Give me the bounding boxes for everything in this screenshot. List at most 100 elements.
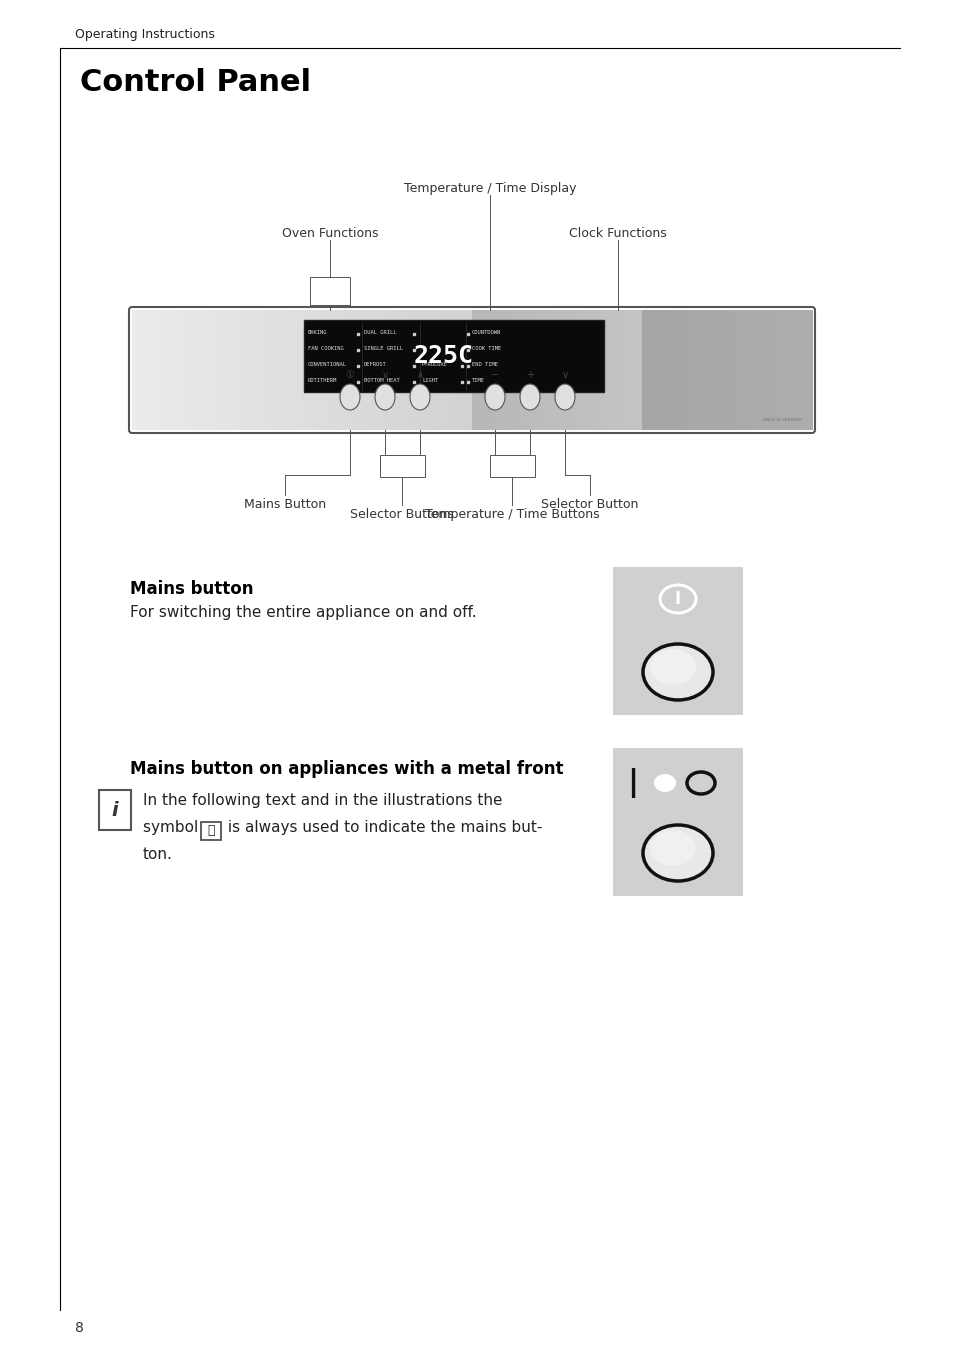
Bar [132,310,144,430]
Bar [381,310,394,430]
Bar [302,310,314,430]
Bar [291,310,303,430]
Text: Mains button on appliances with a metal front: Mains button on appliances with a metal … [130,760,563,777]
Bar [415,310,427,430]
Bar [618,310,631,430]
Bar [460,310,473,430]
Bar [495,310,506,430]
Bar [562,310,575,430]
Ellipse shape [555,384,575,410]
Bar [233,310,246,430]
Ellipse shape [649,830,696,867]
Text: Operating Instructions: Operating Instructions [75,28,214,41]
Bar [676,310,688,430]
Text: Control Panel: Control Panel [80,68,311,97]
Bar [143,310,155,430]
Text: COUNTDOWN: COUNTDOWN [472,330,500,335]
Text: For switching the entire appliance on and off.: For switching the entire appliance on an… [130,604,476,621]
Bar [585,310,597,430]
Text: Mains button: Mains button [130,580,253,598]
Text: |: | [627,768,638,798]
Text: MADE IN GERMANY: MADE IN GERMANY [761,418,801,422]
Bar [313,310,325,430]
Text: 8: 8 [75,1321,84,1334]
Text: Mains Button: Mains Button [244,498,326,511]
Ellipse shape [375,384,395,410]
Text: In the following text and in the illustrations the: In the following text and in the illustr… [143,794,502,808]
Text: I: I [674,589,680,608]
Ellipse shape [642,825,712,882]
Bar [166,310,178,430]
Bar [517,310,529,430]
Text: BAKING: BAKING [308,330,327,335]
Bar [358,310,371,430]
Bar [613,748,742,896]
Bar [505,310,517,430]
Text: CONVENTIONAL: CONVENTIONAL [308,362,347,366]
Bar [177,310,190,430]
Text: ∧: ∧ [416,370,423,380]
Bar [596,310,608,430]
Bar [212,310,223,430]
Bar [551,310,563,430]
Bar [613,566,742,715]
Ellipse shape [339,384,359,410]
Text: +: + [525,370,534,380]
Bar [539,310,552,430]
Bar [528,310,540,430]
Text: Clock Functions: Clock Functions [569,227,666,241]
Bar [256,310,269,430]
Bar [189,310,201,430]
Text: Selector Button: Selector Button [540,498,638,511]
Text: Temperature / Time Buttons: Temperature / Time Buttons [424,508,598,521]
Bar [698,310,710,430]
Bar [755,310,767,430]
Text: PYROLUXE: PYROLUXE [421,362,448,366]
Bar [379,456,424,477]
Bar [200,310,213,430]
Text: DUAL GRILL: DUAL GRILL [364,330,396,335]
Bar [222,310,234,430]
Text: ROTITHERM: ROTITHERM [308,379,337,383]
Bar [800,310,812,430]
Ellipse shape [642,644,712,700]
Text: −: − [491,370,498,380]
Bar [449,310,461,430]
Text: Oven Functions: Oven Functions [281,227,377,241]
Text: Selector Buttons: Selector Buttons [350,508,454,521]
Bar [393,310,405,430]
Ellipse shape [484,384,504,410]
Bar [335,310,348,430]
Text: DEFROST: DEFROST [364,362,386,366]
Text: ①: ① [345,370,354,380]
Bar [664,310,677,430]
Bar [324,310,336,430]
Ellipse shape [654,773,676,792]
Text: BOTTOM HEAT: BOTTOM HEAT [364,379,399,383]
Bar [607,310,619,430]
Bar [732,310,744,430]
Bar [743,310,756,430]
Bar [766,310,779,430]
Text: ∨: ∨ [561,370,568,380]
Bar [426,310,438,430]
Bar [245,310,257,430]
Text: LIGHT: LIGHT [421,379,437,383]
Bar [472,310,484,430]
Text: Temperature / Time Display: Temperature / Time Display [403,183,576,195]
Bar [490,456,535,477]
Bar [778,310,789,430]
Bar [788,310,801,430]
Text: symbol: symbol [143,821,203,836]
Bar [279,310,292,430]
Ellipse shape [410,384,430,410]
Bar [99,790,131,830]
Text: COOK TIME: COOK TIME [472,346,500,352]
Bar [709,310,721,430]
Text: SINGLE GRILL: SINGLE GRILL [364,346,402,352]
Ellipse shape [519,384,539,410]
Text: ton.: ton. [143,846,172,863]
Bar [347,310,359,430]
Bar [686,310,699,430]
Text: i: i [112,800,118,819]
